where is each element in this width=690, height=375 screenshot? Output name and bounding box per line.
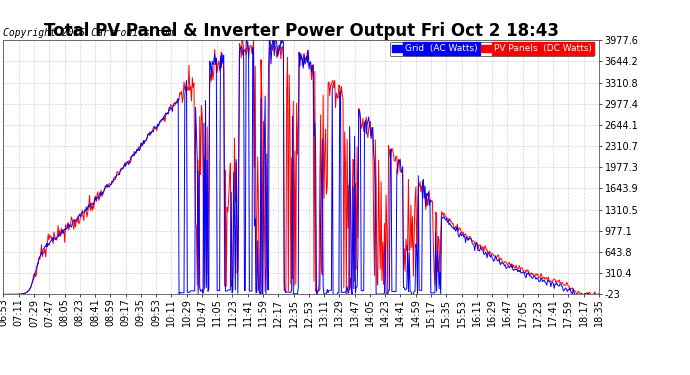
- Legend: Grid  (AC Watts), PV Panels  (DC Watts): Grid (AC Watts), PV Panels (DC Watts): [390, 42, 594, 56]
- Text: Copyright 2015 Cartronics.com: Copyright 2015 Cartronics.com: [3, 28, 174, 38]
- Title: Total PV Panel & Inverter Power Output Fri Oct 2 18:43: Total PV Panel & Inverter Power Output F…: [43, 22, 559, 40]
